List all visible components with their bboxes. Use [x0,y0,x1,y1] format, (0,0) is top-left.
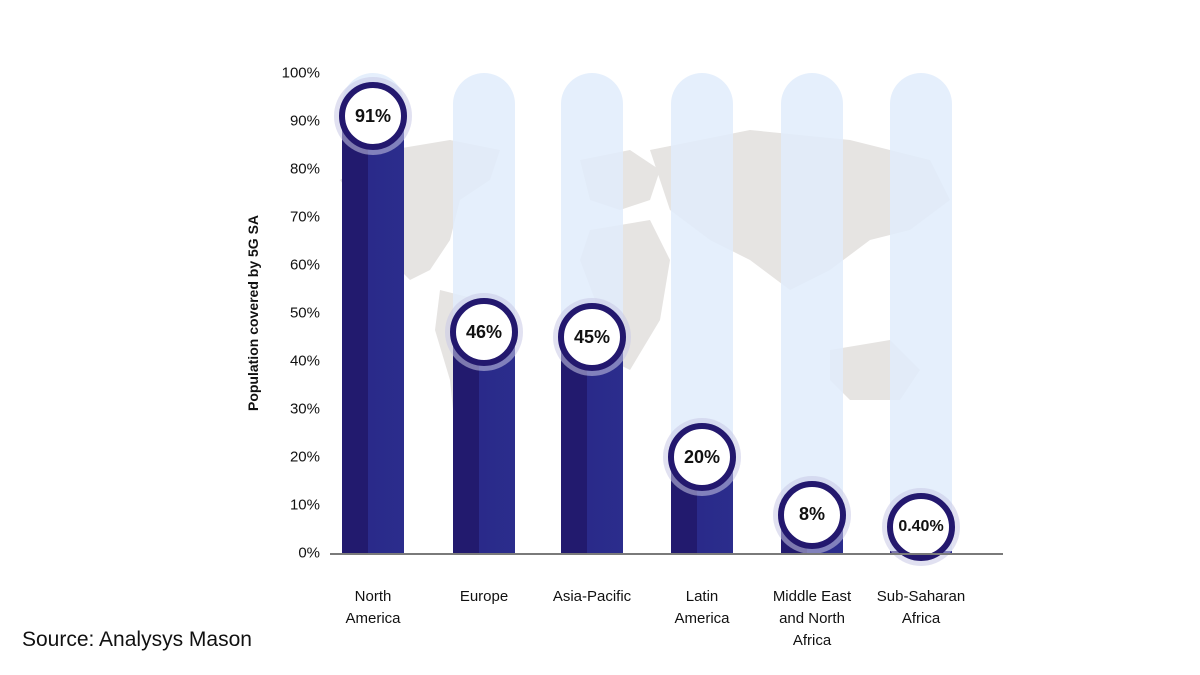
y-tick: 90% [289,112,320,130]
x-tick-label: Sub-Saharan Africa [876,588,966,627]
y-tick: 100% [281,64,320,82]
x-axis-line [330,553,1003,555]
value-bubble: 91% [339,82,407,151]
bar [342,116,404,553]
bar-track [890,73,952,553]
y-tick: 40% [289,352,320,370]
x-tick-label: Latin America [674,588,730,627]
x-tick-label: Middle East and North Africa [772,588,852,649]
y-tick: 70% [289,208,320,226]
value-bubble: 46% [450,298,518,367]
y-tick: 20% [289,448,320,466]
value-bubble: 20% [668,423,736,491]
y-tick: 0% [298,544,320,562]
x-tick-label: Asia-Pacific [552,588,632,605]
y-tick: 50% [289,304,320,322]
x-tick-label: North America [345,588,401,627]
y-tick: 30% [289,400,320,418]
value-bubble: 0.40% [887,493,955,561]
y-tick: 60% [289,256,320,274]
bar-track [781,73,843,553]
world-map-background [340,130,950,430]
value-bubble: 45% [558,303,626,371]
value-bubble: 8% [778,480,846,549]
y-tick: 10% [289,496,320,514]
y-tick: 80% [289,160,320,178]
bar [453,332,515,553]
x-tick-label: Europe [459,588,509,605]
source-note: Source: Analysys Mason [22,628,252,651]
y-axis-label: Population covered by 5G SA [245,214,261,412]
bar [561,337,623,553]
